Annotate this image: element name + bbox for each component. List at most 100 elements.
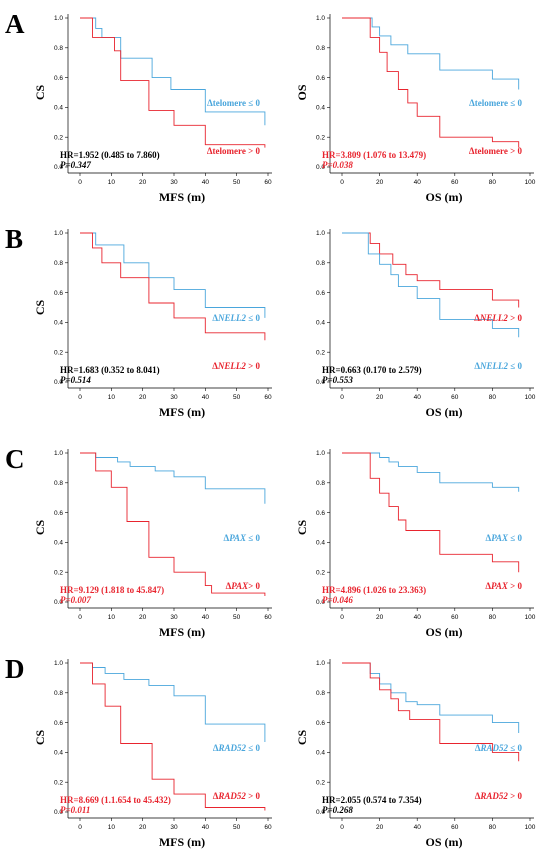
y-tick-label: 0.0 (54, 809, 63, 816)
y-tick-label: 1.0 (316, 15, 325, 22)
x-tick-label: 0 (78, 179, 82, 186)
y-tick-label: 0.0 (316, 164, 325, 171)
panel-letter-A: A (5, 9, 25, 39)
x-tick-label: 40 (202, 824, 210, 831)
x-tick-label: 60 (264, 614, 272, 621)
y-axis-label: CS (295, 730, 309, 746)
x-tick-label: 0 (78, 614, 82, 621)
x-tick-label: 10 (108, 394, 116, 401)
km-curve-red (80, 662, 266, 811)
p-value: P=0.038 (322, 160, 353, 170)
x-tick-label: 20 (376, 824, 384, 831)
x-tick-label: 60 (264, 394, 272, 401)
y-tick-label: 0.8 (54, 45, 63, 52)
x-tick-label: 0 (78, 394, 82, 401)
legend-blue: ΔNELL2 ≤ 0 (212, 313, 260, 323)
y-tick-label: 0.2 (54, 779, 63, 786)
panel-letter-B: B (5, 224, 23, 254)
p-value: P=0.007 (60, 595, 91, 605)
x-tick-label: 30 (170, 394, 178, 401)
y-tick-label: 1.0 (316, 660, 325, 667)
km-curve-blue (80, 17, 266, 126)
legend-red: ΔRAD52 > 0 (213, 791, 261, 801)
y-axis-label: CS (33, 730, 47, 746)
hazard-ratio: HR=9.129 (1.818 to 45.847) (60, 585, 164, 595)
y-tick-label: 0.4 (54, 105, 63, 112)
x-tick-label: 50 (233, 179, 241, 186)
y-tick-label: 0.6 (316, 510, 325, 517)
km-plot-B-1: 0.0 0.2 0.4 0.6 0.8 1.0 0 10 20 30 40 50 60 CS MFS (m)… (33, 229, 272, 419)
legend-blue: ΔPAX ≤ 0 (486, 533, 523, 543)
y-tick-label: 0.8 (54, 260, 63, 267)
y-tick-label: 0.2 (316, 569, 325, 576)
y-tick-label: 0.2 (54, 569, 63, 576)
y-tick-label: 0.4 (54, 540, 63, 547)
x-tick-label: 30 (170, 614, 178, 621)
x-tick-label: 20 (139, 824, 147, 831)
panel-letter-C: C (5, 444, 25, 474)
legend-blue: ΔRAD52 ≤ 0 (475, 743, 523, 753)
x-tick-label: 80 (489, 179, 497, 186)
x-tick-label: 30 (170, 824, 178, 831)
y-tick-label: 0.2 (54, 134, 63, 141)
y-tick-label: 0.2 (54, 349, 63, 356)
km-curve-red (342, 662, 520, 762)
y-tick-label: 0.8 (316, 45, 325, 52)
legend-red: Δtelomere > 0 (207, 146, 261, 156)
x-axis-label: MFS (m) (159, 405, 205, 419)
y-tick-label: 0.8 (316, 690, 325, 697)
x-tick-label: 0 (340, 394, 344, 401)
hazard-ratio: HR=3.809 (1.076 to 13.479) (322, 150, 426, 160)
y-tick-label: 1.0 (54, 450, 63, 457)
y-axis-label: CS (295, 520, 309, 536)
km-plot-A-1: 0.0 0.2 0.4 0.6 0.8 1.0 0 10 20 30 40 50 60 CS MFS (m)… (33, 14, 272, 204)
x-tick-label: 10 (108, 614, 116, 621)
x-tick-label: 60 (451, 394, 459, 401)
y-tick-label: 0.6 (316, 75, 325, 82)
x-tick-label: 50 (233, 394, 241, 401)
km-plot-D-2: 0.0 0.2 0.4 0.6 0.8 1.0 0 20 40 60 80 100 CS OS (m) ΔR… (295, 659, 536, 849)
y-tick-label: 1.0 (316, 230, 325, 237)
legend-blue: ΔRAD52 ≤ 0 (213, 743, 261, 753)
p-value: P=0.347 (60, 160, 91, 170)
x-tick-label: 100 (525, 614, 536, 621)
hazard-ratio: HR=1.952 (0.485 to 7.860) (60, 150, 160, 160)
x-tick-label: 80 (489, 824, 497, 831)
panel-letter-D: D (5, 654, 25, 684)
hazard-ratio: HR=2.055 (0.574 to 7.354) (322, 795, 422, 805)
legend-blue: ΔNELL2 ≤ 0 (474, 361, 522, 371)
x-tick-label: 60 (451, 179, 459, 186)
legend-blue: Δtelomere ≤ 0 (207, 98, 260, 108)
x-tick-label: 0 (340, 614, 344, 621)
x-tick-label: 40 (202, 614, 210, 621)
y-tick-label: 0.8 (316, 480, 325, 487)
x-tick-label: 20 (139, 614, 147, 621)
legend-blue: ΔPAX ≤ 0 (224, 533, 261, 543)
km-curve-red (342, 17, 520, 148)
x-tick-label: 20 (376, 614, 384, 621)
hazard-ratio: HR=1.683 (0.352 to 8.041) (60, 365, 160, 375)
y-tick-label: 0.2 (316, 779, 325, 786)
x-tick-label: 50 (233, 614, 241, 621)
x-tick-label: 20 (376, 394, 384, 401)
km-plot-C-2: 0.0 0.2 0.4 0.6 0.8 1.0 0 20 40 60 80 100 CS OS (m) ΔP… (295, 449, 536, 639)
y-tick-label: 0.6 (316, 720, 325, 727)
y-tick-label: 0.6 (316, 290, 325, 297)
km-curve-red (342, 232, 520, 308)
km-curve-red (80, 452, 266, 596)
y-tick-label: 0.0 (54, 599, 63, 606)
y-tick-label: 0.6 (54, 290, 63, 297)
x-tick-label: 20 (139, 394, 147, 401)
x-tick-label: 100 (525, 179, 536, 186)
x-tick-label: 10 (108, 824, 116, 831)
x-tick-label: 80 (489, 614, 497, 621)
p-value: P=0.268 (322, 805, 353, 815)
y-tick-label: 0.4 (54, 320, 63, 327)
km-curve-blue (342, 17, 520, 90)
legend-blue: Δtelomere ≤ 0 (469, 98, 522, 108)
y-axis-label: CS (33, 520, 47, 536)
x-axis-label: MFS (m) (159, 190, 205, 204)
x-tick-label: 60 (451, 824, 459, 831)
x-tick-label: 20 (139, 179, 147, 186)
